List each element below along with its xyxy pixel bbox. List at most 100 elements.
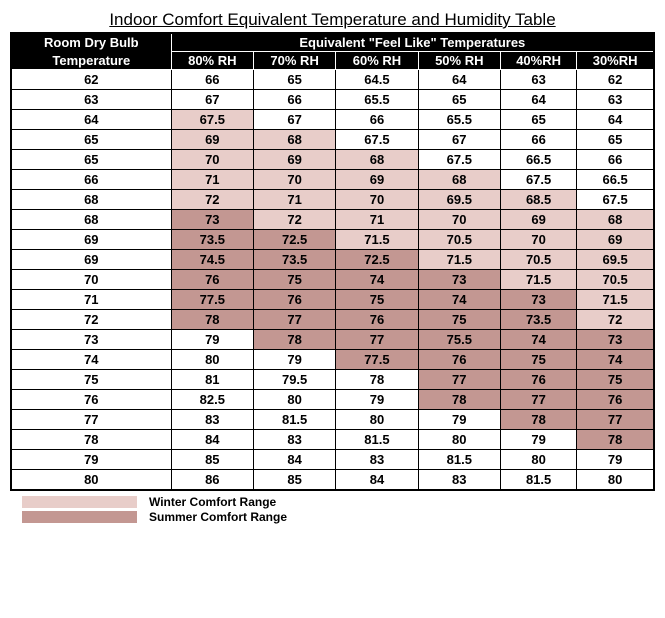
legend-winter-row: Winter Comfort Range: [10, 495, 655, 509]
value-cell: 67: [171, 90, 253, 110]
table-header: Room Dry Bulb Equivalent "Feel Like" Tem…: [11, 33, 654, 70]
value-cell: 64: [500, 90, 576, 110]
value-cell: 68: [418, 170, 500, 190]
value-cell: 77.5: [171, 290, 253, 310]
value-cell: 68.5: [500, 190, 576, 210]
value-cell: 81.5: [418, 450, 500, 470]
value-cell: 70: [418, 210, 500, 230]
dry-bulb-cell: 63: [11, 90, 171, 110]
dry-bulb-cell: 66: [11, 170, 171, 190]
value-cell: 79.5: [253, 370, 335, 390]
value-cell: 72: [577, 310, 654, 330]
value-cell: 71.5: [500, 270, 576, 290]
value-cell: 83: [418, 470, 500, 491]
header-col1-line2: Temperature: [11, 52, 171, 70]
dry-bulb-cell: 73: [11, 330, 171, 350]
header-80rh: 80% RH: [171, 52, 253, 70]
value-cell: 76: [171, 270, 253, 290]
dry-bulb-cell: 64: [11, 110, 171, 130]
value-cell: 76: [418, 350, 500, 370]
table-row: 808685848381.580: [11, 470, 654, 491]
table-title: Indoor Comfort Equivalent Temperature an…: [10, 10, 655, 30]
value-cell: 78: [336, 370, 418, 390]
value-cell: 81.5: [500, 470, 576, 491]
header-50rh: 50% RH: [418, 52, 500, 70]
value-cell: 82.5: [171, 390, 253, 410]
legend: Winter Comfort Range Summer Comfort Rang…: [10, 495, 655, 524]
value-cell: 75.5: [418, 330, 500, 350]
dry-bulb-cell: 75: [11, 370, 171, 390]
value-cell: 74: [500, 330, 576, 350]
value-cell: 77: [577, 410, 654, 430]
value-cell: 65.5: [336, 90, 418, 110]
value-cell: 77.5: [336, 350, 418, 370]
header-col1-line1: Room Dry Bulb: [11, 33, 171, 52]
value-cell: 66: [171, 70, 253, 90]
value-cell: 69.5: [418, 190, 500, 210]
value-cell: 80: [500, 450, 576, 470]
value-cell: 68: [577, 210, 654, 230]
value-cell: 80: [171, 350, 253, 370]
value-cell: 69.5: [577, 250, 654, 270]
table-row: 6872717069.568.567.5: [11, 190, 654, 210]
value-cell: 76: [336, 310, 418, 330]
dry-bulb-cell: 76: [11, 390, 171, 410]
value-cell: 84: [171, 430, 253, 450]
value-cell: 65: [418, 90, 500, 110]
value-cell: 63: [577, 90, 654, 110]
value-cell: 77: [418, 370, 500, 390]
table-row: 667170696867.566.5: [11, 170, 654, 190]
header-60rh: 60% RH: [336, 52, 418, 70]
value-cell: 84: [336, 470, 418, 491]
dry-bulb-cell: 68: [11, 210, 171, 230]
value-cell: 68: [336, 150, 418, 170]
table-row: 62666564.5646362: [11, 70, 654, 90]
value-cell: 77: [500, 390, 576, 410]
value-cell: 70: [171, 150, 253, 170]
value-cell: 67: [253, 110, 335, 130]
legend-winter-swatch: [22, 496, 137, 508]
legend-summer-swatch: [22, 511, 137, 523]
value-cell: 70: [253, 170, 335, 190]
value-cell: 63: [500, 70, 576, 90]
value-cell: 69: [500, 210, 576, 230]
value-cell: 75: [253, 270, 335, 290]
dry-bulb-cell: 74: [11, 350, 171, 370]
value-cell: 80: [577, 470, 654, 491]
value-cell: 85: [253, 470, 335, 491]
value-cell: 70.5: [418, 230, 500, 250]
value-cell: 72.5: [336, 250, 418, 270]
value-cell: 74: [577, 350, 654, 370]
value-cell: 73: [418, 270, 500, 290]
value-cell: 67.5: [336, 130, 418, 150]
table-body: 62666564.564636263676665.56564636467.567…: [11, 70, 654, 491]
value-cell: 72: [171, 190, 253, 210]
value-cell: 77: [253, 310, 335, 330]
value-cell: 76: [577, 390, 654, 410]
value-cell: 81.5: [336, 430, 418, 450]
header-row2: Temperature 80% RH 70% RH 60% RH 50% RH …: [11, 52, 654, 70]
dry-bulb-cell: 71: [11, 290, 171, 310]
dry-bulb-cell: 65: [11, 150, 171, 170]
dry-bulb-cell: 65: [11, 130, 171, 150]
value-cell: 86: [171, 470, 253, 491]
value-cell: 64: [418, 70, 500, 90]
value-cell: 67.5: [577, 190, 654, 210]
value-cell: 73: [577, 330, 654, 350]
value-cell: 73: [171, 210, 253, 230]
value-cell: 74: [336, 270, 418, 290]
table-row: 74807977.5767574: [11, 350, 654, 370]
value-cell: 73: [500, 290, 576, 310]
table-row: 63676665.5656463: [11, 90, 654, 110]
table-row: 65696867.5676665: [11, 130, 654, 150]
dry-bulb-cell: 78: [11, 430, 171, 450]
value-cell: 75: [577, 370, 654, 390]
value-cell: 62: [577, 70, 654, 90]
value-cell: 64.5: [336, 70, 418, 90]
value-cell: 74: [418, 290, 500, 310]
dry-bulb-cell: 69: [11, 230, 171, 250]
value-cell: 70: [500, 230, 576, 250]
value-cell: 73.5: [171, 230, 253, 250]
value-cell: 79: [577, 450, 654, 470]
value-cell: 67.5: [171, 110, 253, 130]
